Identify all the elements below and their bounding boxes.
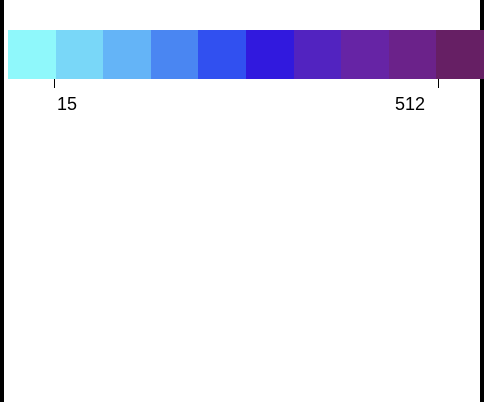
color-legend xyxy=(8,30,484,79)
min-tick-label: 15 xyxy=(57,94,78,114)
max-tick-mark xyxy=(438,79,439,88)
min-tick-mark xyxy=(54,79,55,88)
color-swatch-2 xyxy=(55,30,104,79)
color-swatch-1 xyxy=(8,30,56,79)
color-swatch-5 xyxy=(198,30,246,79)
max-tick-label: 512 xyxy=(395,94,426,114)
color-swatch-10 xyxy=(436,30,484,79)
color-swatch-8 xyxy=(341,30,389,79)
color-swatch-4 xyxy=(150,30,199,79)
color-swatch-9 xyxy=(388,30,437,79)
color-swatch-7 xyxy=(293,30,342,79)
color-swatch-3 xyxy=(103,30,151,79)
color-swatch-6 xyxy=(245,30,294,79)
